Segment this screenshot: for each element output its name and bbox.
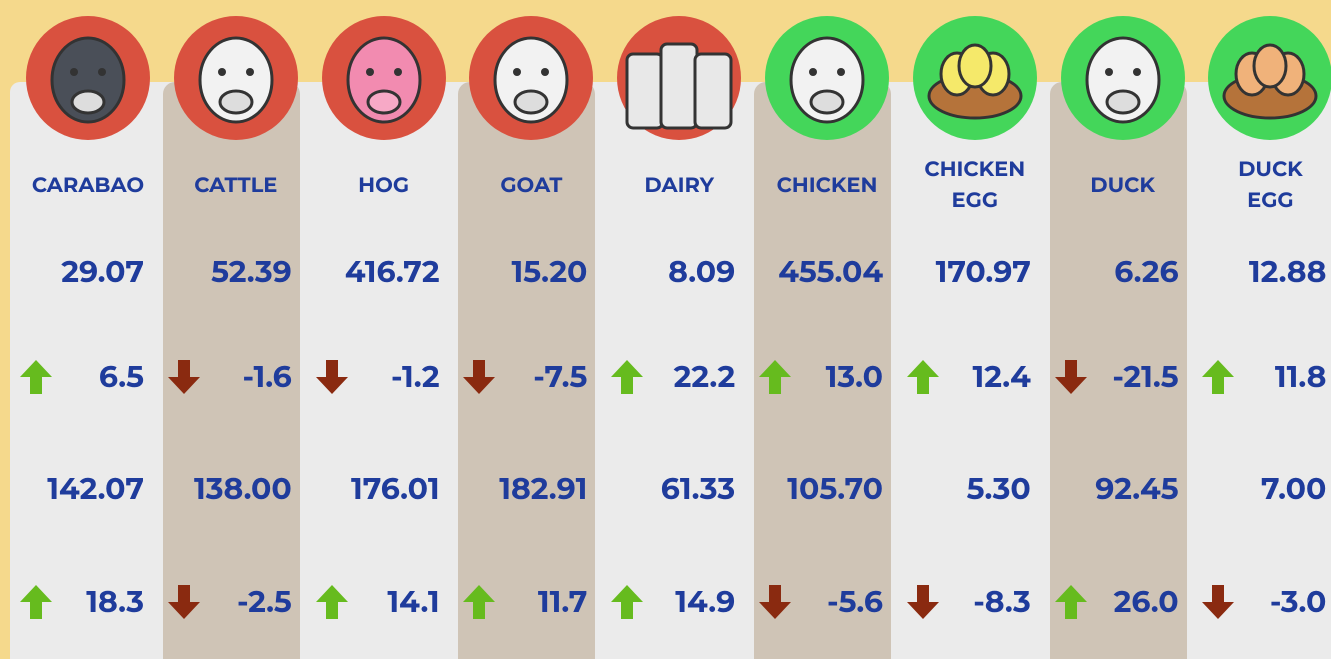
volume-value: 170.97 (901, 252, 1031, 292)
arrow-up (758, 357, 792, 397)
arrow-up (906, 357, 940, 397)
arrow-down (1054, 357, 1088, 397)
arrow-down (758, 582, 792, 622)
arrow-down (315, 357, 349, 397)
column-label: CARABAO (23, 150, 153, 220)
column-label: DAIRY (614, 150, 744, 220)
arrow-up (462, 582, 496, 622)
volume-value: 92.45 (1049, 469, 1179, 509)
arrow-up (1054, 582, 1088, 622)
volume-value: 8.09 (605, 252, 735, 292)
arrow-down (167, 357, 201, 397)
volume-value: 142.07 (14, 469, 144, 509)
column-label: CHICKEN (762, 150, 892, 220)
volume-value: 182.91 (457, 469, 587, 509)
volume-value: 5.30 (901, 469, 1031, 509)
column-label: CATTLE (171, 150, 301, 220)
animal-icon (911, 14, 1039, 142)
arrow-up (19, 357, 53, 397)
column-label: HOG (319, 150, 449, 220)
arrow-down (462, 357, 496, 397)
arrow-down (1201, 582, 1235, 622)
arrow-up (610, 357, 644, 397)
animal-icon (320, 14, 448, 142)
column-label: CHICKEN EGG (920, 150, 1030, 220)
volume-value: 61.33 (605, 469, 735, 509)
arrow-down (906, 582, 940, 622)
animal-icon (1059, 14, 1187, 142)
animal-icon (1206, 14, 1331, 142)
page: {"columns": [ {"label": "CARABAO", "rows… (0, 0, 1331, 659)
volume-value: 7.00 (1196, 469, 1326, 509)
animal-icon (615, 14, 743, 142)
volume-value: 105.70 (753, 469, 883, 509)
arrow-up (19, 582, 53, 622)
volume-value: 12.88 (1196, 252, 1326, 292)
volume-value: 15.20 (457, 252, 587, 292)
column-label: GOAT (466, 150, 596, 220)
animal-icon (24, 14, 152, 142)
animal-icon (172, 14, 300, 142)
arrow-down (167, 582, 201, 622)
arrow-up (1201, 357, 1235, 397)
animal-icon (763, 14, 891, 142)
volume-value: 455.04 (753, 252, 883, 292)
volume-value: 6.26 (1049, 252, 1179, 292)
animal-icon (467, 14, 595, 142)
volume-value: 176.01 (310, 469, 440, 509)
volume-value: 52.39 (162, 252, 292, 292)
volume-value: 416.72 (310, 252, 440, 292)
column-label: DUCK (1058, 150, 1188, 220)
column-label: DUCK EGG (1215, 150, 1325, 220)
volume-value: 29.07 (14, 252, 144, 292)
arrow-up (610, 582, 644, 622)
arrow-up (315, 582, 349, 622)
volume-value: 138.00 (162, 469, 292, 509)
